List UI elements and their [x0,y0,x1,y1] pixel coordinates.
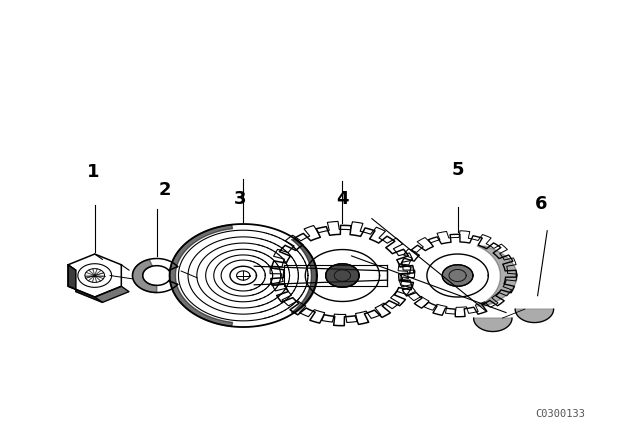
Polygon shape [95,286,129,302]
Polygon shape [170,224,232,327]
Text: 1: 1 [86,164,99,181]
Text: 3: 3 [234,190,246,208]
Polygon shape [68,265,102,302]
Polygon shape [442,265,473,286]
Text: C0300133: C0300133 [535,409,585,419]
Polygon shape [132,259,157,293]
Polygon shape [515,309,554,323]
Text: 6: 6 [534,195,547,213]
Text: 5: 5 [451,161,464,179]
Polygon shape [474,318,512,332]
Text: 2: 2 [159,181,172,199]
Text: 4: 4 [336,190,349,208]
Polygon shape [326,264,359,287]
